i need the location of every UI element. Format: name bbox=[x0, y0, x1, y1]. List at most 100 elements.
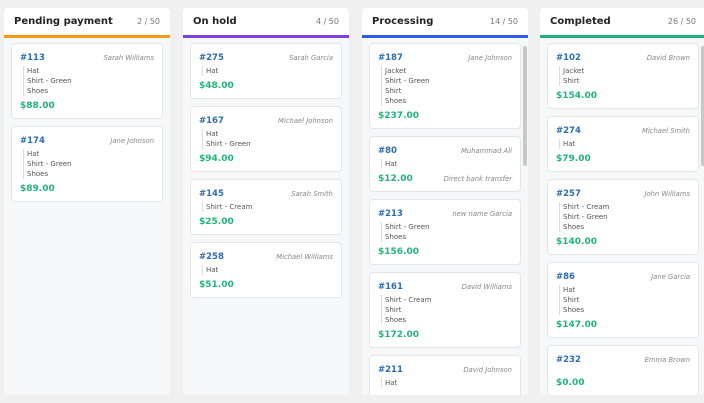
order-card[interactable]: #167 Michael Johnson Hat Shirt - Green $94.0… bbox=[190, 106, 342, 172]
order-number[interactable]: #257 bbox=[556, 189, 581, 199]
order-number[interactable]: #232 bbox=[556, 355, 581, 365]
card-list[interactable]: #275 Sarah Garcia Hat $48.00 #167 Michael Joh… bbox=[183, 38, 349, 395]
customer-name: Muhammad Ali bbox=[461, 147, 512, 155]
column-title: Processing bbox=[372, 16, 434, 27]
line-item: Shirt bbox=[381, 305, 512, 315]
order-total: $94.00 bbox=[199, 154, 234, 164]
card-footer: $51.00 bbox=[199, 280, 333, 290]
card-footer: $154.00 bbox=[556, 91, 690, 101]
card-footer: $48.00 bbox=[199, 81, 333, 91]
card-list[interactable]: #113 Sarah Williams Hat Shirt - Green Shoes $… bbox=[4, 38, 170, 395]
order-card[interactable]: #275 Sarah Garcia Hat $48.00 bbox=[190, 43, 342, 99]
column-title: On hold bbox=[193, 16, 237, 27]
item-list: Hat Shirt - Green bbox=[199, 129, 333, 149]
order-total: $237.00 bbox=[378, 111, 419, 121]
item-list: Shirt - Green Shoes bbox=[378, 222, 512, 242]
column-count: 26 / 50 bbox=[667, 17, 696, 26]
order-number[interactable]: #86 bbox=[556, 272, 575, 282]
order-number[interactable]: #275 bbox=[199, 53, 224, 63]
item-list: Shirt - Cream Shirt - Green Shoes bbox=[556, 202, 690, 232]
card-list[interactable]: #187 Jane Johnson Jacket Shirt - Green Shirt… bbox=[362, 38, 528, 395]
card-header: #86 Jane Garcia bbox=[556, 272, 690, 282]
line-item: Shirt - Green bbox=[559, 212, 690, 222]
order-card[interactable]: #86 Jane Garcia Hat Shirt Shoes $147.00 bbox=[547, 262, 699, 338]
line-item: Shirt - Cream bbox=[559, 202, 690, 212]
column-header: On hold 4 / 50 bbox=[183, 8, 349, 38]
card-header: #257 John Williams bbox=[556, 189, 690, 199]
column-processing: Processing 14 / 50 #187 Jane Johnson Jacket S… bbox=[362, 8, 528, 395]
customer-name: David Brown bbox=[646, 54, 690, 62]
column-count: 14 / 50 bbox=[489, 17, 518, 26]
card-header: #187 Jane Johnson bbox=[378, 53, 512, 63]
item-list: Shirt - Cream Shirt Shoes bbox=[378, 295, 512, 325]
scrollbar[interactable] bbox=[701, 46, 704, 166]
order-number[interactable]: #113 bbox=[20, 53, 45, 63]
customer-name: Emma Brown bbox=[644, 356, 690, 364]
order-card[interactable]: #145 Sarah Smith Shirt - Cream $25.00 bbox=[190, 179, 342, 235]
order-card[interactable]: #258 Michael Williams Hat $51.00 bbox=[190, 242, 342, 298]
order-number[interactable]: #274 bbox=[556, 126, 581, 136]
order-card[interactable]: #102 David Brown Jacket Shirt $154.00 bbox=[547, 43, 699, 109]
line-item: Hat bbox=[202, 66, 333, 76]
order-number[interactable]: #211 bbox=[378, 365, 403, 375]
line-item: Shirt - Cream bbox=[202, 202, 333, 212]
order-number[interactable]: #213 bbox=[378, 209, 403, 219]
card-list[interactable]: #102 David Brown Jacket Shirt $154.00 #274 Mic… bbox=[540, 38, 704, 395]
column-pending-payment: Pending payment 2 / 50 #113 Sarah Williams H… bbox=[4, 8, 170, 395]
card-header: #213 new name Garcia bbox=[378, 209, 512, 219]
card-footer: $25.00 bbox=[199, 217, 333, 227]
order-number[interactable]: #187 bbox=[378, 53, 403, 63]
column-count: 2 / 50 bbox=[136, 17, 160, 26]
line-item: Shoes bbox=[23, 86, 154, 96]
customer-name: David Johnson bbox=[463, 366, 512, 374]
order-card[interactable]: #274 Michael Smith Hat $79.00 bbox=[547, 116, 699, 172]
item-list: Jacket Shirt - Green Shirt Shoes bbox=[378, 66, 512, 106]
item-list: Hat Shirt - Green Shoes bbox=[20, 149, 154, 179]
order-card[interactable]: #80 Muhammad Ali Hat $12.00 Direct bank tran… bbox=[369, 136, 521, 192]
order-card[interactable]: #174 Jane Johnson Hat Shirt - Green Shoes $89… bbox=[11, 126, 163, 202]
empty-items bbox=[556, 368, 690, 378]
line-item: Shirt - Green bbox=[202, 139, 333, 149]
order-card[interactable]: #213 new name Garcia Shirt - Green Shoes $15… bbox=[369, 199, 521, 265]
card-footer: $147.00 bbox=[556, 320, 690, 330]
order-number[interactable]: #102 bbox=[556, 53, 581, 63]
line-item: Shirt bbox=[559, 295, 690, 305]
card-footer: $12.00 Direct bank transfer bbox=[378, 174, 512, 184]
order-number[interactable]: #80 bbox=[378, 146, 397, 156]
order-number[interactable]: #145 bbox=[199, 189, 224, 199]
card-header: #145 Sarah Smith bbox=[199, 189, 333, 199]
line-item: Hat bbox=[202, 129, 333, 139]
line-item: Shirt - Green bbox=[381, 222, 512, 232]
order-card[interactable]: #211 David Johnson Hat bbox=[369, 355, 521, 395]
order-card[interactable]: #187 Jane Johnson Jacket Shirt - Green Shirt… bbox=[369, 43, 521, 129]
item-list: Hat bbox=[199, 66, 333, 76]
order-number[interactable]: #161 bbox=[378, 282, 403, 292]
order-card[interactable]: #257 John Williams Shirt - Cream Shirt - Gr… bbox=[547, 179, 699, 255]
order-card[interactable]: #232 Emma Brown $0.00 bbox=[547, 345, 699, 395]
line-item: Shirt - Green bbox=[381, 76, 512, 86]
card-header: #174 Jane Johnson bbox=[20, 136, 154, 146]
line-item: Shoes bbox=[559, 222, 690, 232]
card-footer: $156.00 bbox=[378, 247, 512, 257]
customer-name: Michael Williams bbox=[276, 253, 333, 261]
order-number[interactable]: #167 bbox=[199, 116, 224, 126]
customer-name: Jane Johnson bbox=[468, 54, 512, 62]
order-card[interactable]: #113 Sarah Williams Hat Shirt - Green Shoes $… bbox=[11, 43, 163, 119]
card-header: #102 David Brown bbox=[556, 53, 690, 63]
scrollbar[interactable] bbox=[523, 46, 527, 166]
order-card[interactable]: #161 David Williams Shirt - Cream Shirt Shoe… bbox=[369, 272, 521, 348]
column-completed: Completed 26 / 50 #102 David Brown Jacket Shi… bbox=[540, 8, 704, 395]
card-footer: $140.00 bbox=[556, 237, 690, 247]
item-list: Hat bbox=[378, 159, 512, 169]
card-footer: $172.00 bbox=[378, 330, 512, 340]
column-header: Processing 14 / 50 bbox=[362, 8, 528, 38]
card-header: #167 Michael Johnson bbox=[199, 116, 333, 126]
order-number[interactable]: #174 bbox=[20, 136, 45, 146]
order-number[interactable]: #258 bbox=[199, 252, 224, 262]
card-header: #274 Michael Smith bbox=[556, 126, 690, 136]
item-list: Hat Shirt Shoes bbox=[556, 285, 690, 315]
order-total: $48.00 bbox=[199, 81, 234, 91]
order-total: $88.00 bbox=[20, 101, 55, 111]
customer-name: John Williams bbox=[644, 190, 690, 198]
